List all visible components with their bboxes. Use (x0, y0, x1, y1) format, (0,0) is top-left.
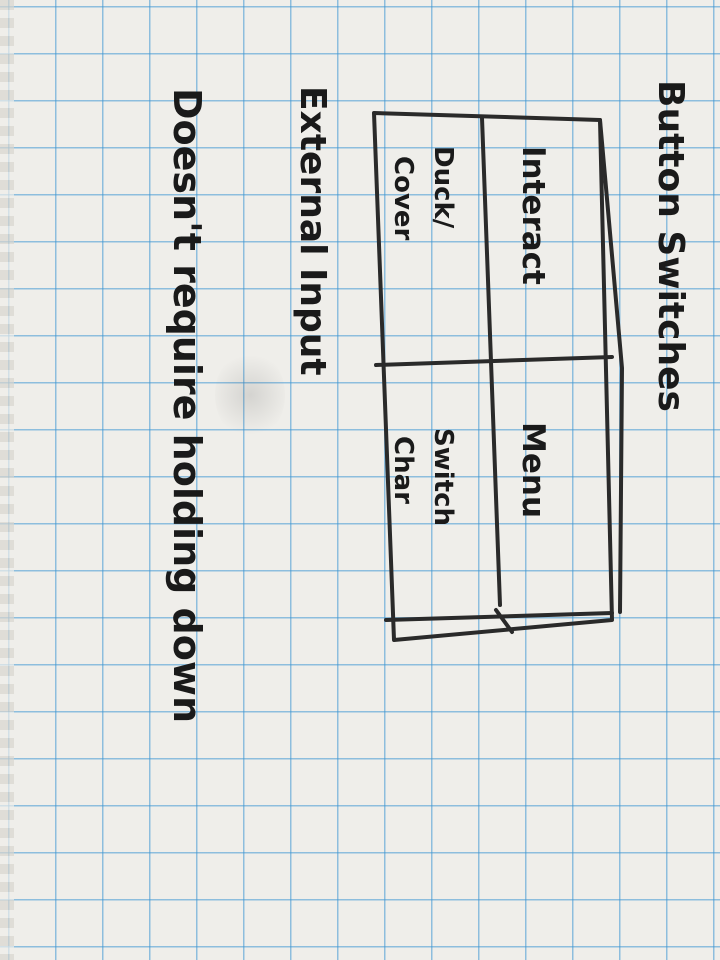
box-label-char: Char (388, 436, 418, 504)
box-label-menu: Menu (515, 422, 551, 519)
box-horizontal-divider (374, 355, 614, 367)
note-external-input: External Input (292, 86, 333, 376)
paper-edge (0, 0, 14, 960)
box-label-duck: Duck/ (428, 146, 458, 229)
note-no-holding: Doesn't require holding down (165, 88, 209, 724)
box-depth-edge (598, 118, 624, 614)
box-label-switch: Switch (428, 428, 458, 527)
notes-title: Button Switches (650, 80, 691, 412)
pencil-smudge (215, 350, 285, 440)
box-inner-stroke (494, 608, 514, 634)
box-label-cover: Cover (388, 156, 418, 241)
box-label-interact: Interact (515, 146, 551, 285)
box-outline (372, 111, 614, 642)
